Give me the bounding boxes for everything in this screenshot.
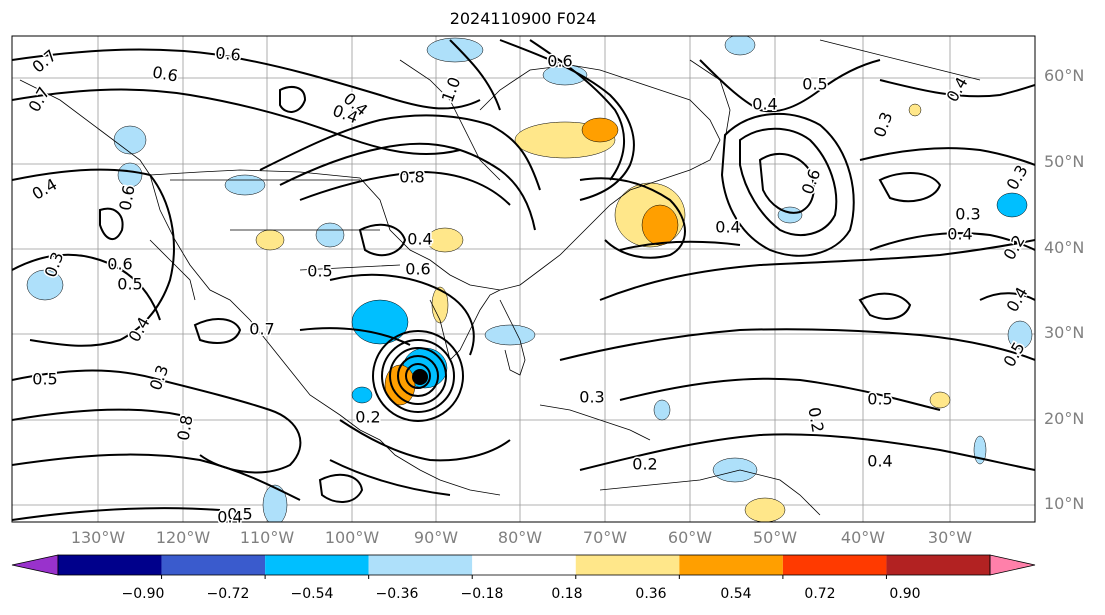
- contour-label: 0.3: [1003, 162, 1032, 194]
- lat-label: 20°N: [1044, 409, 1085, 428]
- contour-label: 0.4: [29, 175, 61, 204]
- contour-label: 0.2: [355, 408, 380, 427]
- colorbar-bin: [575, 555, 680, 575]
- lon-label: 100°W: [324, 528, 380, 547]
- contour-label: 0.4: [715, 218, 740, 237]
- contour-label: 0.2: [1000, 232, 1029, 264]
- contour-label: 0.5: [867, 390, 892, 409]
- contour-label: 0.4: [947, 225, 972, 244]
- contour-lines: [12, 39, 1035, 521]
- contour-label: 0.4: [1003, 284, 1032, 316]
- contour-label: 0.4: [217, 508, 242, 527]
- contour-label: 0.6: [405, 260, 430, 279]
- colorbar-bin: [58, 555, 162, 575]
- storm-center: [412, 369, 428, 385]
- colorbar: [11, 554, 1036, 579]
- lat-label: 50°N: [1044, 152, 1085, 171]
- contour-label: 0.2: [804, 406, 827, 434]
- colorbar-tick-label: 0.90: [889, 586, 921, 602]
- contour-label: 0.6: [798, 166, 825, 196]
- colorbar-tick-label: −0.18: [460, 586, 504, 602]
- contour-labels: 0.7 0.60.60.40.70.41.00.60.40.50.60.30.40…: [23, 42, 1033, 528]
- contour-label: 0.4: [867, 452, 892, 471]
- colorbar-tick-label: 0.18: [551, 586, 583, 602]
- contour-label: 0.8: [173, 414, 196, 442]
- contour-label: 0.6: [215, 43, 242, 64]
- contour-label: 0.4: [752, 95, 777, 114]
- contour-label: 0.5: [802, 75, 827, 94]
- graticule: [12, 36, 1035, 522]
- contour-label: 0.4: [407, 230, 432, 249]
- contour-label: 0.6: [547, 52, 572, 71]
- colorbar-bin: [368, 555, 473, 575]
- contour-label: 1.0: [438, 74, 465, 104]
- colorbar-tick-label: 0.54: [720, 586, 752, 602]
- lon-label: 130°W: [70, 528, 126, 547]
- colorbar-extend-min: [11, 554, 59, 576]
- colorbar-bin: [472, 555, 576, 575]
- lon-label: 80°W: [497, 528, 543, 547]
- colorbar-tick-label: 0.36: [635, 586, 667, 602]
- lon-label: 110°W: [239, 528, 295, 547]
- colorbar-bin: [679, 555, 783, 575]
- lon-label: 40°W: [840, 528, 886, 547]
- lat-label: 10°N: [1044, 494, 1085, 513]
- contour-label: 0.8: [399, 168, 424, 187]
- colorbar-extend-max: [989, 554, 1036, 576]
- contour-label: 0.2: [632, 455, 657, 474]
- contour-label: 0.5: [227, 505, 252, 524]
- lon-label: 120°W: [155, 528, 211, 547]
- lat-label: 30°N: [1044, 323, 1085, 342]
- map-title: 2024110900 F024: [449, 9, 597, 28]
- contour-label: 0.7: [25, 84, 54, 116]
- contour-label: 0.3: [579, 388, 604, 407]
- colorbar-bin: [886, 555, 990, 575]
- contour-label: 0.5: [32, 370, 57, 389]
- lat-label: 40°N: [1044, 238, 1085, 257]
- plot-frame: [11, 35, 1036, 523]
- colorbar-tick-label: −0.36: [375, 586, 419, 602]
- contour-label: 0.5: [117, 275, 142, 294]
- contour-label: 0.6: [151, 62, 179, 85]
- lon-label: 30°W: [927, 528, 973, 547]
- colorbar-bin: [782, 555, 887, 575]
- lon-label: 50°W: [752, 528, 798, 547]
- contour-label: 0.5: [307, 262, 332, 281]
- lon-label: 70°W: [582, 528, 628, 547]
- lat-label: 60°N: [1044, 66, 1085, 85]
- colorbar-tick-label: −0.90: [121, 586, 165, 602]
- contour-label: 0.4: [943, 74, 972, 106]
- coastlines: [19, 39, 981, 516]
- lon-label: 60°W: [667, 528, 713, 547]
- lon-label: 90°W: [413, 528, 459, 547]
- colorbar-bin: [265, 555, 369, 575]
- contour-label: 0.7: [249, 320, 274, 339]
- contour-label: 0.7: [29, 46, 61, 77]
- contour-label: 0.3: [870, 109, 897, 139]
- colorbar-tick-label: −0.72: [206, 586, 250, 602]
- contour-label: 0.4: [125, 314, 154, 346]
- contour-label: 0.3: [955, 205, 980, 224]
- colorbar-frame: [57, 554, 991, 576]
- contour-label: 0.6: [115, 184, 138, 212]
- colorbar-tick-label: −0.54: [290, 586, 334, 602]
- colorbar-bin: [161, 555, 266, 575]
- contour-label: 0.6: [107, 255, 132, 274]
- colorbar-tick-label: 0.72: [804, 586, 836, 602]
- contour-label: 0.3: [146, 362, 173, 392]
